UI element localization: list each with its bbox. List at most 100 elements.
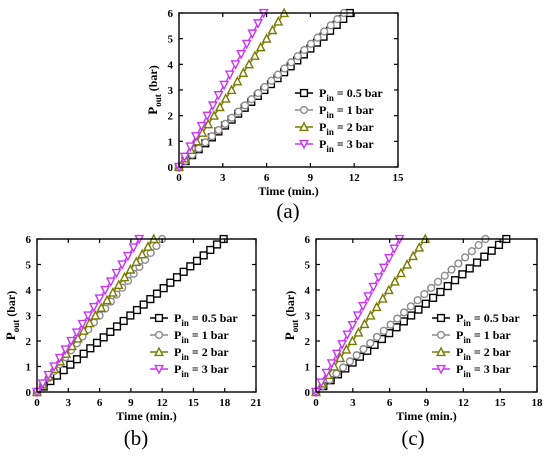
data-point (66, 336, 77, 347)
data-point (88, 302, 99, 313)
legend-label: Pin = 1 bar (319, 103, 374, 120)
data-point (126, 311, 135, 320)
x-axis-label: Time (min.) (396, 409, 456, 423)
x-tick-label: 3 (350, 397, 356, 409)
data-point (186, 262, 195, 271)
data-point (293, 52, 302, 61)
data-point (179, 267, 188, 276)
data-point (203, 118, 214, 129)
data-point (67, 340, 77, 351)
data-point (119, 271, 130, 282)
legend-label: Pin = 3 bar (174, 362, 229, 379)
data-point (353, 326, 364, 337)
data-point (379, 326, 388, 335)
data-point (220, 93, 231, 103)
data-point (287, 58, 296, 67)
data-point (402, 258, 413, 269)
y-tick-label: 0 (305, 387, 311, 399)
legend-label: Pin = 1 bar (456, 328, 511, 345)
data-point (267, 76, 276, 85)
data-point (300, 45, 309, 55)
data-point (72, 355, 82, 364)
data-point (139, 300, 148, 309)
data-point (267, 24, 278, 35)
legend-entry: Pin = 2 bar (432, 345, 511, 362)
legend-marker (154, 313, 164, 323)
data-point (100, 285, 111, 296)
data-point (414, 241, 425, 252)
data-point (49, 362, 59, 373)
x-tick-label: 6 (387, 397, 393, 409)
y-tick-label: 3 (26, 311, 32, 323)
x-tick-label: 15 (495, 397, 507, 409)
data-point (383, 284, 394, 295)
y-tick-label: 6 (26, 234, 32, 246)
legend-entry: Pin = 0.5 bar (432, 311, 520, 328)
data-point (77, 319, 88, 330)
data-point (254, 88, 263, 98)
legend-entry: Pin = 2 bar (150, 345, 229, 362)
data-point (414, 305, 423, 314)
data-point (352, 311, 363, 322)
y-tick-label: 1 (26, 362, 32, 374)
data-point (326, 21, 335, 30)
data-point (201, 138, 210, 147)
x-tick-label: 15 (393, 172, 405, 184)
data-point (420, 289, 429, 299)
data-point (436, 287, 445, 297)
x-tick-label: 21 (251, 397, 262, 409)
legend-marker (299, 139, 309, 150)
panel-label: (b) (124, 426, 149, 450)
data-point (399, 317, 408, 326)
data-point (443, 281, 452, 291)
data-point (83, 311, 94, 322)
data-point (79, 349, 88, 358)
data-point (396, 267, 406, 278)
y-tick-label: 5 (168, 34, 174, 46)
data-point (474, 241, 483, 250)
data-point (365, 309, 376, 320)
y-tick-label: 3 (168, 85, 174, 97)
x-tick-label: 6 (264, 172, 270, 184)
data-point (427, 283, 436, 293)
x-tick-label: 12 (349, 172, 361, 184)
data-point (331, 349, 342, 360)
data-point (244, 58, 255, 69)
series-4 (32, 234, 145, 398)
legend-marker (299, 105, 309, 115)
data-point (166, 278, 175, 287)
data-point (106, 327, 115, 336)
panel-label: (c) (401, 426, 424, 450)
data-point (413, 296, 422, 305)
data-point (306, 39, 316, 48)
x-tick-label: 9 (308, 172, 314, 184)
x-tick-label: 0 (34, 397, 40, 409)
data-point (214, 125, 223, 135)
data-point (378, 263, 389, 274)
x-tick-label: 0 (313, 397, 319, 409)
data-point (440, 271, 449, 280)
x-tick-label: 15 (188, 397, 200, 409)
data-point (125, 264, 136, 274)
series-2 (174, 8, 349, 172)
data-point (320, 27, 329, 36)
data-point (240, 101, 250, 110)
data-point (94, 294, 105, 305)
data-point (207, 101, 218, 111)
x-axis-label: Time (min.) (258, 184, 318, 198)
data-point (313, 33, 322, 42)
data-point (224, 70, 235, 81)
data-point (487, 246, 496, 255)
y-axis-label: Pout (bar) (3, 291, 21, 340)
data-point (377, 292, 388, 303)
x-tick-label: 6 (97, 397, 103, 409)
data-point (333, 15, 342, 24)
data-point (54, 353, 65, 364)
legend-label: Pin = 2 bar (174, 345, 229, 362)
legend-label: Pin = 0.5 bar (174, 311, 238, 328)
x-tick-label: 0 (176, 172, 182, 184)
data-point (359, 318, 370, 329)
